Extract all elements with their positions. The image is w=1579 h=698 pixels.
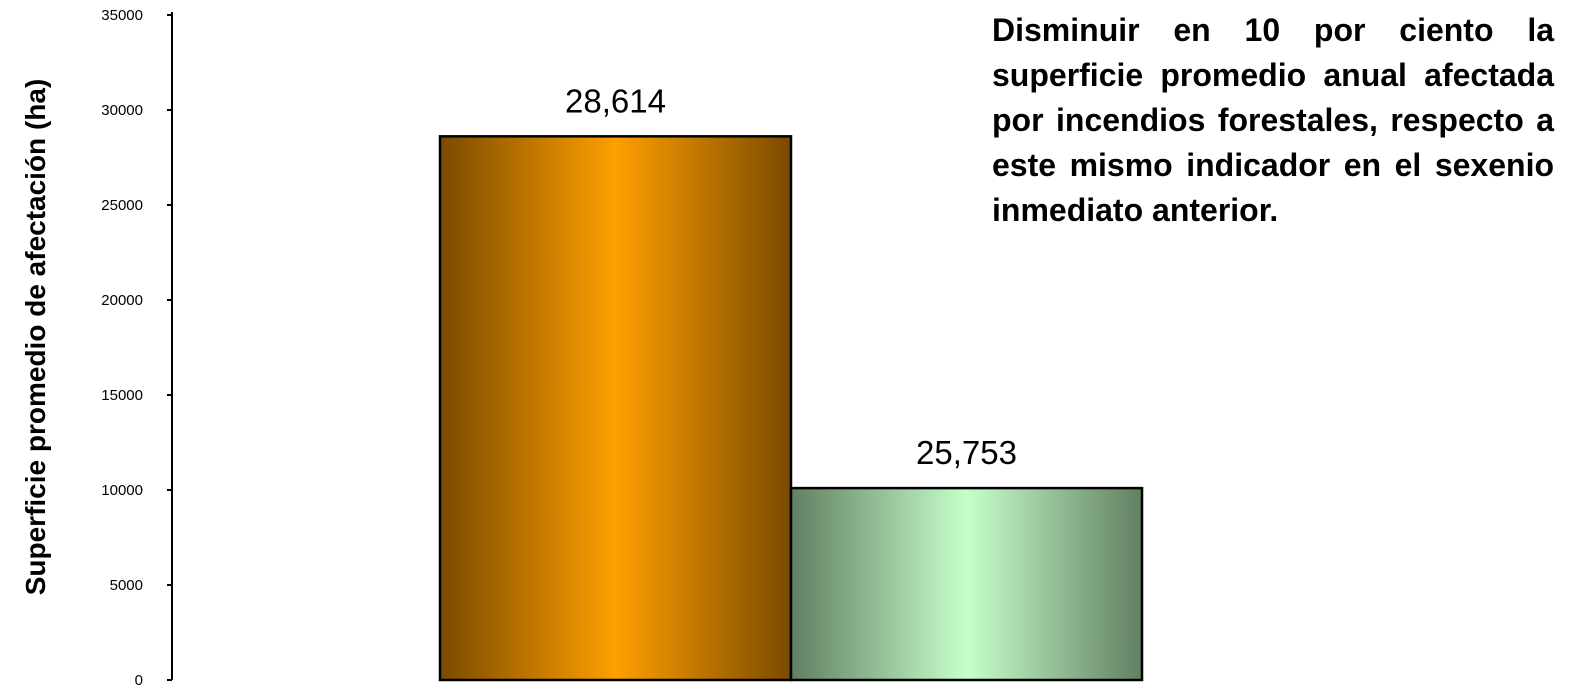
data-labels: 28,614 25,753 [565,82,1017,471]
y-tick-label: 0 [135,672,143,689]
y-tick-label: 25000 [101,197,143,214]
bar-2 [789,486,1144,682]
y-tick-label: 5000 [110,577,143,594]
y-tick-label: 20000 [101,292,143,309]
bar-1 [438,135,793,682]
data-label-2: 25,753 [916,434,1017,471]
y-tick-label: 35000 [101,7,143,24]
bars [438,135,1144,682]
data-label-1: 28,614 [565,82,666,119]
y-tick-label: 30000 [101,102,143,119]
y-axis: 0 5000 10000 15000 20000 25000 30000 35000 [101,7,173,689]
y-tick-label: 15000 [101,387,143,404]
y-tick-label: 10000 [101,482,143,499]
goal-annotation: Disminuir en 10 por ciento la superficie… [992,12,1554,228]
y-axis-title: Superficie promedio de afectación (ha) [20,78,51,596]
